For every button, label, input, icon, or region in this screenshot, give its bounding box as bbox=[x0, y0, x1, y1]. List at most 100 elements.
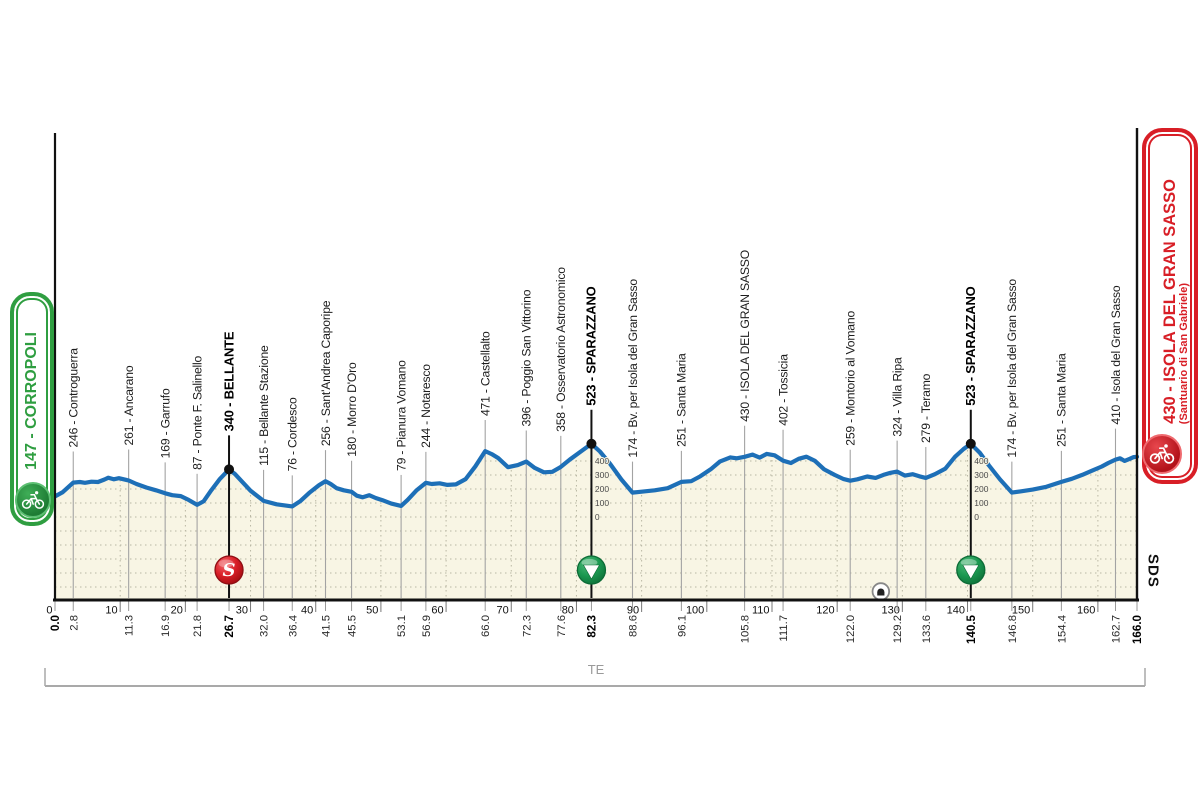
waypoint-label: 259 - Montorio al Vomano bbox=[844, 311, 858, 446]
axis-tick-label: 60 bbox=[431, 605, 443, 617]
km-label: 41.5 bbox=[321, 615, 333, 637]
grid bbox=[55, 443, 1137, 600]
elevation-scale-label: 0 bbox=[974, 512, 979, 522]
km-label: 56.9 bbox=[421, 615, 433, 637]
province-label: TE bbox=[587, 662, 605, 677]
axis-tick-label: 10 bbox=[105, 605, 117, 617]
axis-tick-label: 90 bbox=[627, 605, 639, 617]
axis-tick-label: 30 bbox=[236, 605, 248, 617]
elevation-scale-label: 0 bbox=[595, 512, 600, 522]
km-label: 122.0 bbox=[845, 615, 857, 643]
waypoint-peak-dot bbox=[965, 438, 976, 449]
km-label: 166.0 bbox=[1131, 615, 1144, 644]
km-label: 133.6 bbox=[921, 615, 933, 643]
start-badge-label: 147 - CORROPOLI bbox=[23, 332, 40, 470]
province-bracket bbox=[44, 668, 1146, 687]
elevation-scale-label: 100 bbox=[595, 498, 609, 508]
elevation-scale-label: 100 bbox=[974, 498, 988, 508]
km-label: 26.7 bbox=[223, 615, 236, 638]
elevation-scale-label: 300 bbox=[974, 470, 988, 480]
waypoint-label: 76 - Cordesco bbox=[286, 397, 300, 471]
km-label: 162.7 bbox=[1110, 615, 1122, 643]
axis-tick-label: 110 bbox=[752, 605, 770, 617]
axis-tick-label: 80 bbox=[562, 605, 574, 617]
sprint-s-icon: S bbox=[214, 555, 244, 585]
elevation-scale-label: 300 bbox=[595, 470, 609, 480]
finish-badge: 430 - ISOLA DEL GRAN SASSO (Santuario di… bbox=[1142, 128, 1198, 484]
axis-tick-label: 100 bbox=[686, 605, 704, 617]
waypoint-label: 251 - Santa Maria bbox=[1055, 353, 1069, 447]
axis-tick-label: 0 bbox=[46, 605, 52, 617]
km-label: 21.8 bbox=[192, 615, 204, 637]
waypoint-label: 324 - Villa Ripa bbox=[890, 357, 904, 437]
km-label: 146.8 bbox=[1007, 615, 1019, 643]
waypoint-peak-dot bbox=[224, 464, 235, 475]
km-label: 11.3 bbox=[124, 615, 136, 636]
kom-triangle-icon bbox=[576, 555, 607, 585]
axis-tick-label: 50 bbox=[366, 605, 378, 617]
waypoint-label: 180 - Morro D'Oro bbox=[345, 362, 359, 457]
km-label: 66.0 bbox=[480, 615, 492, 637]
km-label: 36.4 bbox=[287, 615, 299, 637]
km-label: 96.1 bbox=[676, 615, 688, 637]
waypoint-label: 246 - Controguerra bbox=[67, 348, 81, 448]
waypoint-label: 279 - Teramo bbox=[919, 373, 933, 443]
km-label: 32.0 bbox=[259, 615, 271, 637]
waypoint-label: 523 - SPARAZZANO bbox=[963, 286, 978, 405]
km-label: 140.5 bbox=[965, 614, 978, 644]
axis-tick-label: 130 bbox=[881, 605, 899, 617]
axis-tick-label: 20 bbox=[171, 605, 183, 617]
km-label: 154.4 bbox=[1056, 615, 1068, 643]
elevation-line bbox=[52, 441, 1140, 509]
km-label: 16.9 bbox=[160, 615, 172, 637]
waypoint-label: 251 - Santa Maria bbox=[675, 353, 689, 447]
svg-text:S: S bbox=[223, 560, 236, 581]
waypoint-label: 87 - Ponte F. Salinello bbox=[190, 355, 204, 469]
waypoint-label: 340 - BELLANTE bbox=[221, 331, 236, 431]
km-label: 77.6 bbox=[556, 615, 568, 637]
waypoint-label: 402 - Tossicia bbox=[776, 354, 790, 426]
km-label: 72.3 bbox=[521, 615, 533, 637]
sds-logo: SDS bbox=[1144, 554, 1162, 588]
km-label: 111.7 bbox=[778, 615, 790, 642]
waypoint-peak-dot bbox=[586, 438, 597, 449]
elevation-scale-label: 400 bbox=[595, 456, 609, 466]
waypoint-label: 410 - Isola del Gran Sasso bbox=[1109, 285, 1123, 425]
x-axis bbox=[53, 598, 1139, 602]
waypoint-label: 471 - Castellalto bbox=[478, 331, 492, 416]
km-label: 88.6 bbox=[628, 615, 640, 637]
waypoint-label: 169 - Garrufo bbox=[158, 388, 172, 458]
waypoint-label: 174 - Bv. per Isola del Gran Sasso bbox=[626, 279, 640, 458]
axis-tick-label: 40 bbox=[301, 605, 313, 617]
waypoint-label: 430 - ISOLA DEL GRAN SASSO bbox=[738, 250, 752, 422]
elevation-scale-label: 200 bbox=[974, 484, 988, 494]
km-label: 0.0 bbox=[49, 615, 62, 631]
km-label: 45.5 bbox=[347, 615, 359, 637]
km-label: 129.2 bbox=[892, 615, 904, 643]
km-label: 53.1 bbox=[396, 615, 408, 637]
axis-tick-label: 140 bbox=[947, 605, 965, 617]
elevation-scale-label: 400 bbox=[974, 456, 988, 466]
km-label: 82.3 bbox=[585, 614, 598, 637]
start-badge: 147 - CORROPOLI bbox=[10, 292, 54, 526]
waypoint-label: 358 - Osservatorio Astronomico bbox=[554, 267, 568, 432]
km-label: 105.8 bbox=[740, 615, 752, 643]
axis-tick-label: 120 bbox=[816, 605, 834, 617]
waypoint-label: 396 - Poggio San Vittorino bbox=[520, 289, 534, 426]
waypoint-label: 256 - Sant'Andrea Caporipe bbox=[319, 300, 333, 446]
start-cyclist-icon bbox=[15, 482, 51, 518]
axis-tick-label: 160 bbox=[1077, 605, 1095, 617]
km-label: 2.8 bbox=[68, 615, 80, 631]
kom-triangle-icon bbox=[956, 555, 986, 585]
axis-tick-label: 70 bbox=[497, 605, 509, 617]
tunnel-icon bbox=[871, 582, 891, 601]
waypoint-label: 244 - Notaresco bbox=[419, 364, 433, 448]
waypoint-label: 523 - SPARAZZANO bbox=[584, 286, 599, 405]
axis-tick-label: 150 bbox=[1012, 605, 1030, 617]
waypoint-label: 174 - Bv. per Isola del Gran Sasso bbox=[1005, 279, 1019, 458]
elevation-scale-label: 200 bbox=[595, 484, 609, 494]
waypoint-label: 79 - Pianura Vomano bbox=[394, 360, 408, 471]
finish-cyclist-icon bbox=[1142, 434, 1182, 474]
waypoint-label: 261 - Ancarano bbox=[122, 365, 136, 445]
